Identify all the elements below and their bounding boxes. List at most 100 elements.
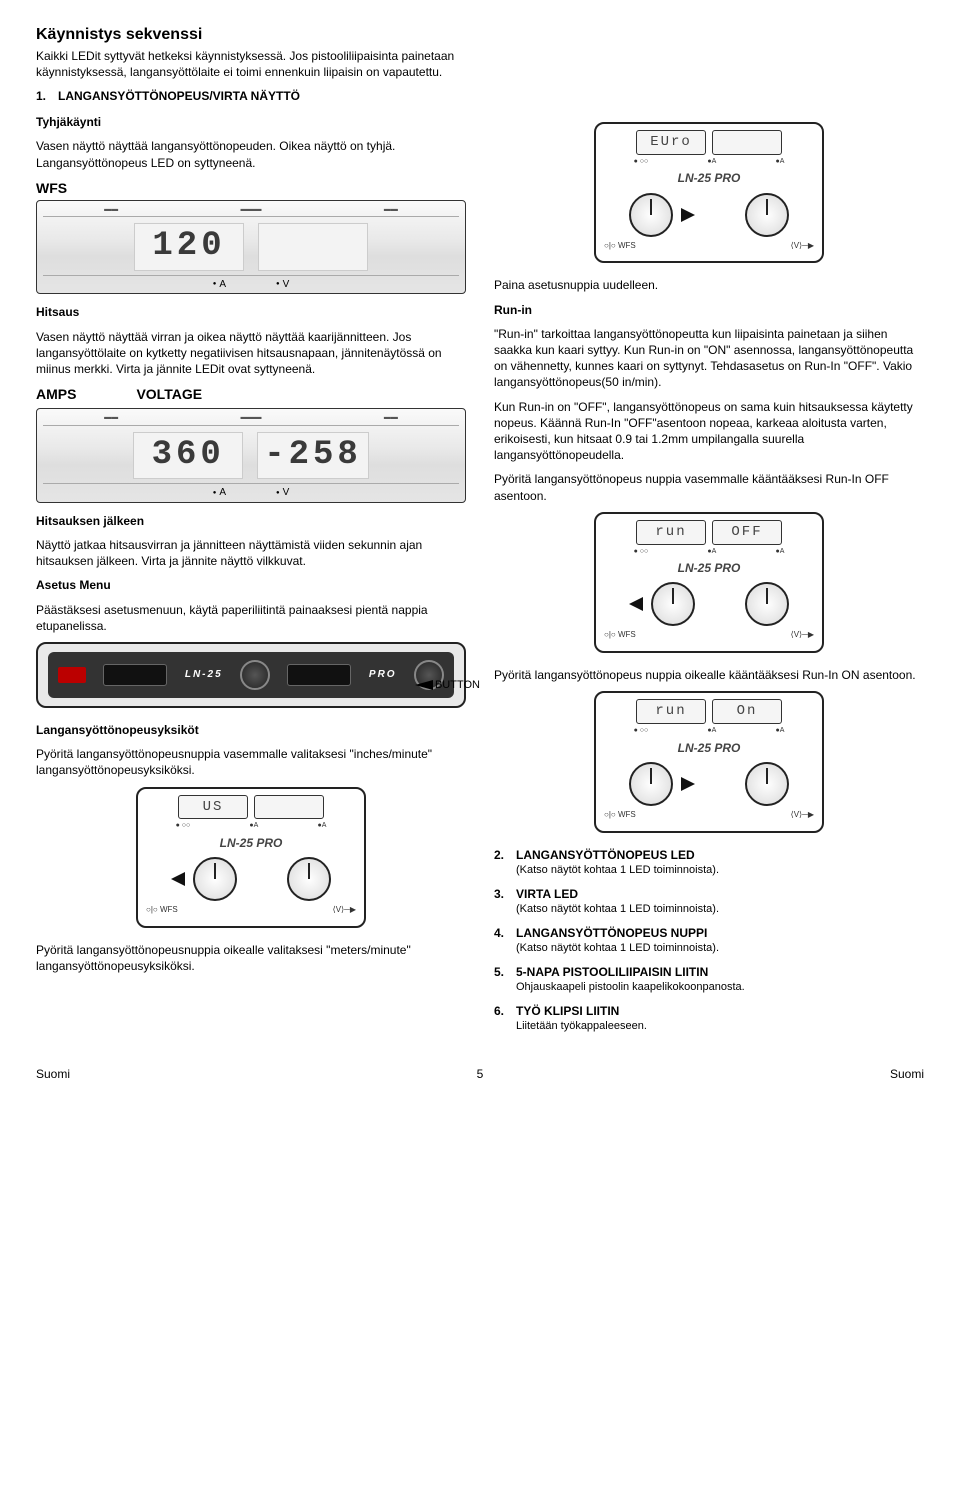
panel-sub-1: ● ○○ — [634, 726, 649, 735]
panel-sub-1: ● ○○ — [176, 821, 191, 830]
yksikot-heading: Langansyöttönopeusyksiköt — [36, 723, 199, 737]
item-3-sub: (Katso näytöt kohtaa 1 LED toiminnoista)… — [516, 902, 924, 917]
item-3-num: 3. — [494, 886, 510, 902]
runin-off-text-2: Pyöritä langansyöttönopeus nuppia vasemm… — [494, 471, 924, 503]
lcd-a-label: A — [213, 278, 226, 292]
panel-disp-euro: EUro — [636, 130, 706, 155]
arrow-right-icon — [681, 777, 695, 791]
item-5-num: 5. — [494, 964, 510, 980]
item-5-title: 5-NAPA PISTOOLILIIPAISIN LIITIN — [516, 964, 708, 980]
button-callout: BUTTON — [415, 678, 480, 693]
yksikot-text-2: Pyöritä langansyöttönopeusnuppia oikeall… — [36, 942, 466, 974]
wide-pro: PRO — [369, 669, 397, 680]
hitsaus-heading: Hitsaus — [36, 305, 79, 319]
panel-disp-on: On — [712, 699, 782, 724]
asetus-text: Päästäksesi asetusmenuun, käytä paperili… — [36, 602, 466, 634]
panel-sub-2: ●A — [707, 157, 716, 166]
panel-disp-blank — [712, 130, 782, 155]
panel-brand: LN-25 PRO — [604, 560, 814, 576]
item-1-number: 1. — [36, 88, 52, 104]
lcd-a-label-2: A — [213, 486, 226, 500]
footer-center: 5 — [477, 1066, 484, 1082]
tyhjakaynti-text: Vasen näyttö näyttää langansyöttönopeude… — [36, 138, 466, 170]
item-4-title: LANGANSYÖTTÖNOPEUS NUPPI — [516, 925, 707, 941]
page-footer: Suomi 5 Suomi — [36, 1066, 924, 1082]
panel-bot-r: ⟨V⟩─▶ — [791, 810, 814, 821]
jalkeen-text: Näyttö jatkaa hitsausvirran ja jännittee… — [36, 537, 466, 569]
lcd-v-label: V — [276, 278, 289, 292]
panel-sub-1: ● ○○ — [634, 547, 649, 556]
yksikot-text: Pyöritä langansyöttönopeusnuppia vasemma… — [36, 746, 466, 778]
knob-icon — [629, 762, 673, 806]
page-title: Käynnistys sekvenssi — [36, 24, 924, 46]
hitsaus-text: Vasen näyttö näyttää virran ja oikea näy… — [36, 329, 466, 378]
panel-bot-l: ○|○ WFS — [604, 630, 636, 641]
knob-icon — [240, 660, 270, 690]
panel-disp-off: OFF — [712, 520, 782, 545]
panel-sub-2: ●A — [707, 726, 716, 735]
panel-bot-l: ○|○ WFS — [146, 905, 178, 916]
knob-icon — [629, 193, 673, 237]
lcd-voltage-value: -258 — [257, 432, 369, 480]
item-2-sub: (Katso näytöt kohtaa 1 LED toiminnoista)… — [516, 863, 924, 878]
runin-text: "Run-in" tarkoittaa langansyöttönopeutta… — [494, 326, 924, 391]
panel-bot-r: ⟨V⟩─▶ — [333, 905, 356, 916]
knob-icon — [745, 582, 789, 626]
button-panel-diagram: LN-25 PRO BUTTON — [36, 642, 466, 708]
item-2-num: 2. — [494, 847, 510, 863]
lcd-amps-voltage: AMPS VOLTAGE ▬▬▬▬▬▬▬ 360 -258 A V — [36, 385, 466, 503]
knob-icon — [193, 857, 237, 901]
wide-ln: LN-25 — [185, 669, 223, 680]
panel-sub-2: ●A — [707, 547, 716, 556]
panel-brand: LN-25 PRO — [146, 835, 356, 851]
panel-sub-3: ●A — [317, 821, 326, 830]
footer-right: Suomi — [890, 1066, 924, 1082]
wfs-label: WFS — [36, 179, 466, 198]
lcd-wfs: WFS ▬▬▬▬▬▬▬ 120 A V — [36, 179, 466, 295]
tyhjakaynti-heading: Tyhjäkäynti — [36, 115, 101, 129]
footer-left: Suomi — [36, 1066, 70, 1082]
panel-sub-1: ● ○○ — [634, 157, 649, 166]
amps-label: AMPS — [36, 385, 76, 404]
item-6-sub: Liitetään työkappaleeseen. — [516, 1019, 924, 1034]
runin-heading: Run-in — [494, 303, 532, 317]
panel-brand: LN-25 PRO — [604, 170, 814, 186]
panel-run-on-diagram: run On ● ○○ ●A ●A LN-25 PRO ○|○ WFS ⟨V⟩─… — [594, 691, 824, 832]
jalkeen-heading: Hitsauksen jälkeen — [36, 514, 144, 528]
panel-sub-3: ●A — [775, 157, 784, 166]
lcd-amps-value: 360 — [133, 432, 243, 480]
item-2-title: LANGANSYÖTTÖNOPEUS LED — [516, 847, 695, 863]
panel-bot-r: ⟨V⟩─▶ — [791, 630, 814, 641]
item-4-num: 4. — [494, 925, 510, 941]
knob-icon — [287, 857, 331, 901]
item-3-title: VIRTA LED — [516, 886, 578, 902]
knob-icon — [745, 193, 789, 237]
lcd-v-label-2: V — [276, 486, 289, 500]
panel-us-diagram: US ● ○○ ●A ●A LN-25 PRO ○|○ WFS ⟨V⟩─▶ — [136, 787, 366, 928]
panel-bot-l: ○|○ WFS — [604, 810, 636, 821]
voltage-label: VOLTAGE — [136, 385, 202, 404]
item-1-title: LANGANSYÖTTÖNOPEUS/VIRTA NÄYTTÖ — [58, 88, 300, 104]
panel-disp-us: US — [178, 795, 248, 820]
panel-bot-l: ○|○ WFS — [604, 241, 636, 252]
panel-sub-2: ●A — [249, 821, 258, 830]
left-column: Tyhjäkäynti Vasen näyttö näyttää langans… — [36, 114, 466, 1042]
intro-text: Kaikki LEDit syttyvät hetkeksi käynnisty… — [36, 48, 456, 80]
panel-brand: LN-25 PRO — [604, 740, 814, 756]
arrow-right-icon — [681, 208, 695, 222]
panel-euro-diagram: EUro ● ○○ ●A ●A LN-25 PRO ○|○ WFS ⟨V⟩─▶ — [594, 122, 824, 263]
arrow-left-icon — [629, 597, 643, 611]
item-6-title: TYÖ KLIPSI LIITIN — [516, 1003, 619, 1019]
item-4-sub: (Katso näytöt kohtaa 1 LED toiminnoista)… — [516, 941, 924, 956]
item-5-sub: Ohjauskaapeli pistoolin kaapelikokoonpan… — [516, 980, 924, 995]
knob-icon — [745, 762, 789, 806]
runin-on-text: Pyöritä langansyöttönopeus nuppia oikeal… — [494, 667, 924, 683]
runin-off-text: Kun Run-in on "OFF", langansyöttönopeus … — [494, 399, 924, 464]
panel-disp-run: run — [636, 520, 706, 545]
panel-disp-blank — [254, 795, 324, 820]
panel-disp-run-2: run — [636, 699, 706, 724]
paina-text: Paina asetusnuppia uudelleen. — [494, 277, 924, 293]
right-column: EUro ● ○○ ●A ●A LN-25 PRO ○|○ WFS ⟨V⟩─▶ — [494, 114, 924, 1042]
panel-bot-r: ⟨V⟩─▶ — [791, 241, 814, 252]
panel-run-off-diagram: run OFF ● ○○ ●A ●A LN-25 PRO ○|○ WFS ⟨V⟩… — [594, 512, 824, 653]
